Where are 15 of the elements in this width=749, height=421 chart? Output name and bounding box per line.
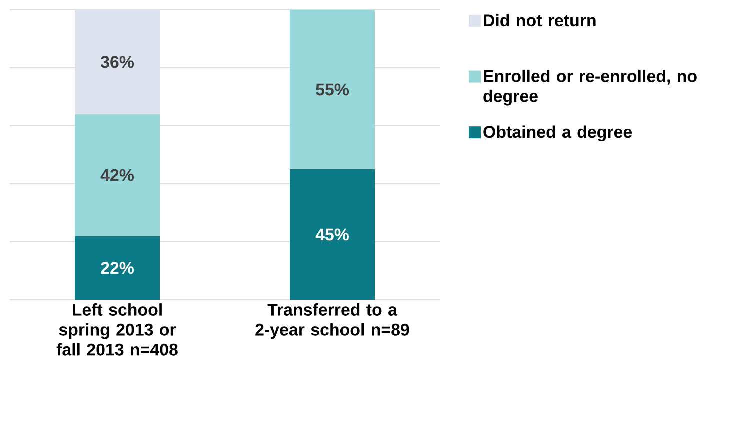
legend-label: Obtained a degree <box>484 126 632 142</box>
x-tick-label: Left school spring 2013 or fall 2013 n=408 <box>56 304 178 356</box>
bar <box>75 236 160 300</box>
bar <box>75 10 160 114</box>
data-label: 42% <box>100 169 134 182</box>
bar <box>290 10 376 170</box>
bar <box>75 114 160 236</box>
legend-label: Did not return <box>484 14 596 27</box>
data-label: 45% <box>316 228 349 241</box>
legend-label: Enrolled or re-enrolled, no degree <box>484 70 697 106</box>
bar <box>290 170 376 300</box>
data-label: 55% <box>316 84 349 96</box>
data-label: 36% <box>100 56 134 68</box>
data-label: 22% <box>101 262 134 274</box>
x-tick-label: Transferred to a 2-year school n=89 <box>256 304 410 340</box>
